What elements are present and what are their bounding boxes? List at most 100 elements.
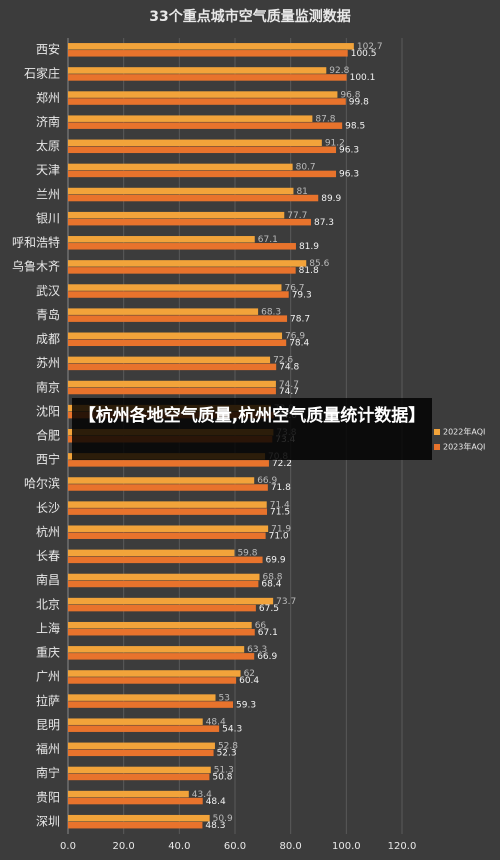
- value-label: 87.8: [315, 114, 335, 124]
- bar: [68, 653, 255, 660]
- bar: [68, 315, 288, 322]
- legend-label: 2022年AQI: [443, 427, 485, 437]
- x-tick-label: 100.0: [332, 841, 361, 852]
- bar: [68, 766, 211, 774]
- value-label: 96.3: [339, 170, 359, 180]
- value-label: 76.7: [284, 283, 304, 293]
- y-tick-label: 拉萨: [36, 693, 60, 708]
- bar: [68, 339, 287, 347]
- bar: [68, 525, 269, 532]
- bar: [68, 773, 210, 781]
- bar: [68, 797, 203, 805]
- y-tick-label: 上海: [36, 620, 60, 635]
- x-tick-label: 120.0: [388, 841, 417, 852]
- y-tick-label: 沈阳: [36, 403, 60, 418]
- bar: [68, 236, 255, 243]
- bar: [68, 821, 203, 829]
- x-tick-label: 60.0: [224, 841, 246, 852]
- value-label: 68.4: [261, 580, 281, 590]
- bar: [68, 549, 235, 557]
- bar: [68, 484, 268, 491]
- bar: [68, 508, 268, 515]
- bar: [68, 43, 354, 50]
- value-label: 99.8: [349, 97, 369, 107]
- value-label: 100.5: [351, 49, 377, 59]
- bar: [68, 646, 245, 653]
- bar: [68, 146, 337, 154]
- bar: [68, 749, 214, 757]
- y-tick-label: 银川: [36, 211, 60, 225]
- bar: [68, 460, 269, 467]
- bar: [68, 580, 259, 588]
- y-tick-label: 合肥: [36, 428, 60, 443]
- value-label: 74.7: [279, 387, 299, 397]
- bar: [68, 363, 277, 371]
- value-label: 96.8: [340, 90, 360, 100]
- bar: [68, 718, 203, 725]
- value-label: 87.3: [314, 218, 334, 228]
- bar: [68, 194, 319, 202]
- value-label: 85.6: [309, 259, 329, 269]
- value-label: 48.3: [205, 821, 225, 831]
- bar: [68, 260, 307, 267]
- value-label: 67.1: [258, 628, 278, 638]
- value-label: 91.2: [325, 139, 345, 149]
- value-label: 96.3: [339, 146, 359, 156]
- bar: [68, 670, 241, 677]
- bar: [68, 604, 256, 612]
- y-tick-label: 太原: [36, 138, 60, 153]
- value-label: 71.0: [269, 531, 289, 541]
- y-tick-label: 石家庄: [24, 66, 60, 81]
- value-label: 52.8: [218, 742, 238, 752]
- bar: [68, 694, 216, 701]
- value-label: 60.4: [239, 676, 259, 686]
- value-label: 92.8: [329, 66, 349, 76]
- bar: [68, 284, 282, 291]
- bar: [68, 243, 296, 250]
- y-tick-label: 广州: [36, 670, 60, 684]
- value-label: 66.9: [257, 476, 277, 486]
- value-label: 80.7: [296, 163, 316, 173]
- bar: [68, 380, 276, 388]
- x-tick-label: 20.0: [113, 841, 135, 852]
- y-tick-label: 长沙: [36, 501, 60, 515]
- value-label: 66: [255, 621, 267, 631]
- value-label: 51.3: [214, 766, 234, 776]
- bar: [68, 387, 276, 395]
- y-tick-label: 昆明: [36, 718, 60, 732]
- value-label: 62: [244, 669, 255, 679]
- bar: [68, 67, 327, 74]
- value-label: 74.7: [279, 380, 299, 390]
- y-tick-label: 郑州: [36, 90, 60, 105]
- value-label: 100.1: [350, 73, 376, 83]
- bar: [68, 139, 322, 147]
- value-label: 74.8: [279, 363, 299, 373]
- value-label: 52.3: [217, 749, 237, 759]
- bar: [68, 628, 255, 636]
- legend-swatch: [434, 429, 440, 435]
- x-tick-label: 80.0: [280, 841, 302, 852]
- value-label: 89.9: [321, 194, 341, 204]
- bar: [68, 814, 210, 822]
- value-label: 63.3: [247, 645, 267, 655]
- bar: [68, 211, 285, 219]
- bar: [68, 50, 348, 57]
- y-tick-label: 天津: [36, 163, 60, 177]
- banner-caption: 【杭州各地空气质量,杭州空气质量统计数据】: [72, 398, 432, 460]
- y-tick-label: 西安: [36, 42, 60, 57]
- y-tick-label: 乌鲁木齐: [12, 259, 60, 274]
- value-label: 67.1: [258, 235, 278, 245]
- value-label: 98.5: [345, 121, 365, 131]
- x-tick-label: 40.0: [168, 841, 190, 852]
- value-label: 71.4: [270, 500, 290, 510]
- legend-swatch: [434, 444, 440, 450]
- value-label: 77.7: [287, 211, 307, 221]
- value-label: 50.8: [212, 773, 232, 783]
- bar: [68, 74, 347, 81]
- bar: [68, 742, 215, 750]
- value-label: 81: [296, 187, 307, 197]
- value-label: 72.2: [272, 459, 292, 469]
- bar: [68, 291, 289, 298]
- y-tick-label: 深圳: [36, 814, 60, 828]
- value-label: 78.4: [289, 339, 309, 349]
